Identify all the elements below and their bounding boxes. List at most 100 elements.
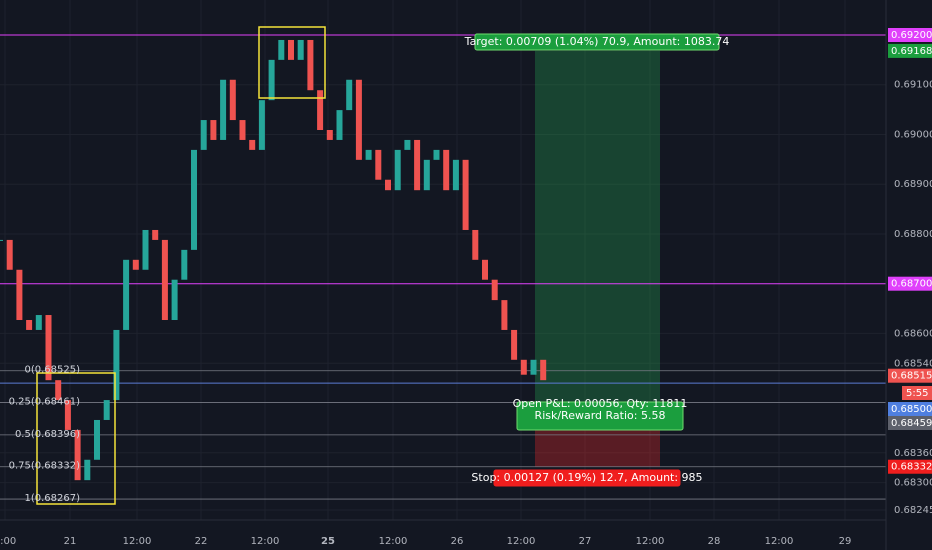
candle <box>132 259 139 270</box>
labels: 0.69100 0.69000 0.68900 0.68800 0.68600 0.685… <box>0 28 932 547</box>
candle <box>375 149 382 180</box>
candle <box>385 179 391 191</box>
x-tick-label: 22 <box>195 536 208 547</box>
candle <box>297 39 304 60</box>
candle <box>530 359 537 375</box>
highlight-box <box>36 372 116 505</box>
rr-label: Risk/Reward Ratio: 5.58 <box>535 409 666 422</box>
candle <box>520 359 527 375</box>
price-badge <box>888 459 932 474</box>
price-badge-label: 0.68700 <box>891 279 932 290</box>
candle <box>268 59 275 101</box>
candle <box>161 239 168 320</box>
candle <box>200 120 207 150</box>
y-tick-label: 0.68600 <box>894 328 932 339</box>
x-tick-label: 12:00 <box>636 536 665 547</box>
candle <box>123 259 130 330</box>
countdown: 5:55 <box>906 388 928 399</box>
price-badge <box>888 368 932 383</box>
candle <box>152 229 159 240</box>
y-tick-label: 0.68300 <box>894 478 932 489</box>
candle <box>74 429 81 481</box>
x-tick-label: 12:00 <box>251 536 280 547</box>
candle <box>103 400 110 420</box>
candle <box>181 249 188 280</box>
price-badge <box>888 28 932 42</box>
fib-label: 0.25(0.68461) <box>9 397 81 408</box>
x-tick-label: 26 <box>451 536 464 547</box>
price-badge <box>888 402 932 416</box>
y-tick-label: 0.69100 <box>894 80 932 91</box>
candle <box>258 100 265 150</box>
candle <box>540 359 547 381</box>
y-tick-label: 0.68800 <box>894 229 932 240</box>
stop-label: Stop: 0.00127 (0.19%) 12.7, Amount: 985 <box>471 471 702 484</box>
candle <box>64 400 71 430</box>
candle <box>0 239 3 241</box>
x-tick-label: 12:00 <box>507 536 536 547</box>
x-tick-label: 28 <box>708 536 721 547</box>
candle <box>501 300 508 330</box>
x-tick-label: 2:00 <box>0 536 16 547</box>
price-badge <box>888 276 932 291</box>
candle <box>414 139 421 191</box>
y-tick-label: 0.68900 <box>894 179 932 190</box>
candle <box>94 419 100 460</box>
candle <box>142 229 149 270</box>
candle <box>482 259 488 280</box>
candle <box>171 279 178 320</box>
countdown-badge <box>902 386 932 400</box>
candle <box>16 269 23 320</box>
x-tick-label: 21 <box>64 536 77 547</box>
candle <box>220 79 227 140</box>
fib-label: 0(0.68525) <box>24 365 80 376</box>
candle <box>346 79 353 111</box>
candle <box>394 149 401 191</box>
candle <box>472 229 479 260</box>
pnl-label: Open P&L: 0.00056, Qty: 11811 <box>513 397 688 410</box>
x-tick-label: 12:00 <box>765 536 794 547</box>
highlight-box <box>258 26 326 99</box>
price-badge <box>888 416 932 430</box>
x-tick-label: 27 <box>579 536 592 547</box>
candle <box>307 39 314 91</box>
target-label: Target: 0.00709 (1.04%) 70.9, Amount: 10… <box>464 35 730 48</box>
price-badge-label: 0.68459 <box>891 418 932 429</box>
candle <box>317 90 324 130</box>
candle <box>355 79 362 160</box>
candle <box>35 315 42 330</box>
candle <box>26 320 33 330</box>
price-badge-label: 0.69168 <box>891 46 932 57</box>
candle <box>326 130 333 140</box>
candle <box>84 459 91 481</box>
levels <box>0 34 886 500</box>
candle <box>511 329 518 360</box>
candle <box>443 149 450 191</box>
candle <box>365 149 372 160</box>
y-tick-label: 0.69000 <box>894 129 932 140</box>
candle <box>113 329 120 401</box>
candle <box>288 39 294 60</box>
candle <box>229 79 236 121</box>
price-badge-label: 0.69200 <box>891 30 932 41</box>
candle <box>423 159 430 191</box>
price-badge-label: 0.68332 <box>891 462 932 473</box>
candle <box>6 239 13 270</box>
candle <box>278 39 285 60</box>
price-badge-label: 0.68500 <box>891 404 932 415</box>
candle <box>433 149 440 160</box>
candle <box>249 139 256 150</box>
y-tick-label: 0.68245 <box>894 505 932 516</box>
x-tick-label: 29 <box>839 536 852 547</box>
info-box <box>493 469 681 487</box>
y-tick-label: 0.68360 <box>894 448 932 459</box>
candle <box>239 120 246 140</box>
candle <box>462 159 469 230</box>
fib-label: 0.5(0.68396) <box>15 429 80 440</box>
grid <box>0 0 886 520</box>
x-tick-label: 12:00 <box>379 536 408 547</box>
fib-label: 1(0.68267) <box>24 493 80 504</box>
x-tick-label: 25 <box>321 536 335 547</box>
profit-zone <box>535 50 660 404</box>
